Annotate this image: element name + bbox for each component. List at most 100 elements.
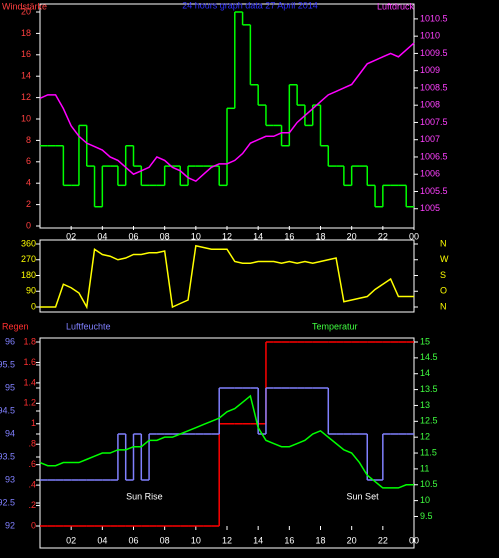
y-tick-label: 360 — [21, 238, 36, 248]
x-tick-label: 04 — [97, 535, 107, 545]
x-tick-label: 20 — [347, 535, 357, 545]
y-tick-label: 11.5 — [420, 447, 437, 457]
y-tick-label: 93 — [5, 474, 15, 484]
y-tick-label: 1006.5 — [420, 151, 448, 161]
y-tick-label: 1006 — [420, 169, 440, 179]
x-tick-label: 02 — [66, 535, 76, 545]
x-tick-label: 06 — [128, 535, 138, 545]
y-tick-label: 1008.5 — [420, 82, 448, 92]
y-tick-label: 92 — [5, 520, 15, 530]
y-tick-label: 8 — [26, 135, 31, 145]
y-tick-label: 13 — [420, 400, 430, 410]
y-tick-label: 94.5 — [0, 405, 15, 415]
y-tick-label: 12.5 — [420, 416, 438, 426]
y-tick-label: 0 — [31, 520, 36, 530]
y-tick-label: 12 — [420, 432, 430, 442]
series-line — [39, 394, 414, 489]
y-tick-label: 2 — [26, 199, 31, 209]
y-tick-label: 96 — [5, 336, 15, 346]
y-tick-label: 1009 — [420, 65, 440, 75]
x-tick-label: 14 — [253, 535, 263, 545]
y-tick-label: 14 — [420, 368, 430, 378]
y-tick-label: N — [440, 238, 447, 248]
y-tick-label: 9.5 — [420, 511, 433, 521]
x-tick-label: 16 — [284, 535, 294, 545]
x-tick-label: 12 — [222, 535, 232, 545]
y-tick-label: 1 — [31, 418, 36, 428]
y-tick-label: 0 — [31, 301, 36, 311]
chart-title: 24 hours graph data 27 April 2014 — [182, 0, 318, 10]
x-tick-label: 22 — [378, 535, 388, 545]
x-tick-label: 16 — [284, 231, 294, 241]
y-tick-label: .6 — [28, 459, 36, 469]
y-tick-label: 12 — [21, 92, 31, 102]
x-tick-label: 06 — [128, 231, 138, 241]
y-tick-label: 14 — [21, 71, 31, 81]
y-tick-label: 1010.5 — [420, 13, 448, 23]
y-tick-label: 1.8 — [23, 336, 36, 346]
annotation: Sun Rise — [126, 491, 163, 501]
y-tick-label: 6 — [26, 156, 31, 166]
y-tick-label: 13.5 — [420, 384, 438, 394]
x-tick-label: 18 — [315, 231, 325, 241]
x-tick-label: 00 — [409, 231, 419, 241]
y-tick-label: O — [440, 286, 447, 296]
y-tick-label: 18 — [21, 28, 31, 38]
panel-frame — [39, 337, 415, 549]
y-tick-label: 0 — [26, 220, 31, 230]
x-tick-label: 10 — [191, 535, 201, 545]
y-tick-label: N — [440, 301, 447, 311]
y-tick-label: 90 — [26, 286, 36, 296]
x-tick-label: 10 — [191, 231, 201, 241]
y-tick-label: 180 — [21, 270, 36, 280]
y-tick-label: 1008 — [420, 100, 440, 110]
y-tick-label: 10.5 — [420, 479, 438, 489]
annotation: Sun Set — [347, 491, 380, 501]
x-tick-label: 08 — [160, 535, 170, 545]
legend-label: Luftfeuchte — [66, 321, 111, 331]
y-tick-label: 14.5 — [420, 352, 438, 362]
x-tick-label: 22 — [378, 231, 388, 241]
x-tick-label: 18 — [315, 535, 325, 545]
y-tick-label: 270 — [21, 254, 36, 264]
legend-label: Regen — [2, 321, 29, 331]
x-tick-label: 04 — [97, 231, 107, 241]
legend-label: Luftdruck — [377, 1, 415, 11]
x-tick-label: 12 — [222, 231, 232, 241]
y-tick-label: .8 — [28, 439, 36, 449]
legend-label: Temperatur — [312, 321, 358, 331]
y-tick-label: 1.6 — [23, 357, 36, 367]
x-tick-label: 02 — [66, 231, 76, 241]
y-tick-label: 1010 — [420, 31, 440, 41]
y-tick-label: 1007 — [420, 134, 440, 144]
y-tick-label: 4 — [26, 178, 31, 188]
y-tick-label: S — [440, 270, 446, 280]
y-tick-label: 95.5 — [0, 359, 15, 369]
y-tick-label: 95 — [5, 382, 15, 392]
y-tick-label: 15 — [420, 336, 430, 346]
y-tick-label: 10 — [21, 113, 31, 123]
series-line — [39, 42, 415, 183]
y-tick-label: 10 — [420, 495, 430, 505]
y-tick-label: 93.5 — [0, 451, 15, 461]
y-tick-label: 1.2 — [23, 398, 36, 408]
y-tick-label: .2 — [28, 500, 36, 510]
y-tick-label: 1.4 — [23, 377, 36, 387]
y-tick-label: 16 — [21, 49, 31, 59]
x-tick-label: 14 — [253, 231, 263, 241]
y-tick-label: 1007.5 — [420, 117, 448, 127]
y-tick-label: 11 — [420, 463, 429, 473]
y-tick-label: .4 — [28, 479, 36, 489]
y-tick-label: 20 — [21, 6, 31, 16]
x-tick-label: 08 — [160, 231, 170, 241]
y-tick-label: 1005.5 — [420, 186, 448, 196]
x-tick-label: 20 — [347, 231, 357, 241]
y-tick-label: 94 — [5, 428, 15, 438]
legend-label: Windstärke — [2, 1, 47, 11]
y-tick-label: W — [440, 254, 449, 264]
y-tick-label: 1005 — [420, 203, 440, 213]
series-line — [40, 244, 414, 310]
x-tick-label: 00 — [409, 535, 419, 545]
